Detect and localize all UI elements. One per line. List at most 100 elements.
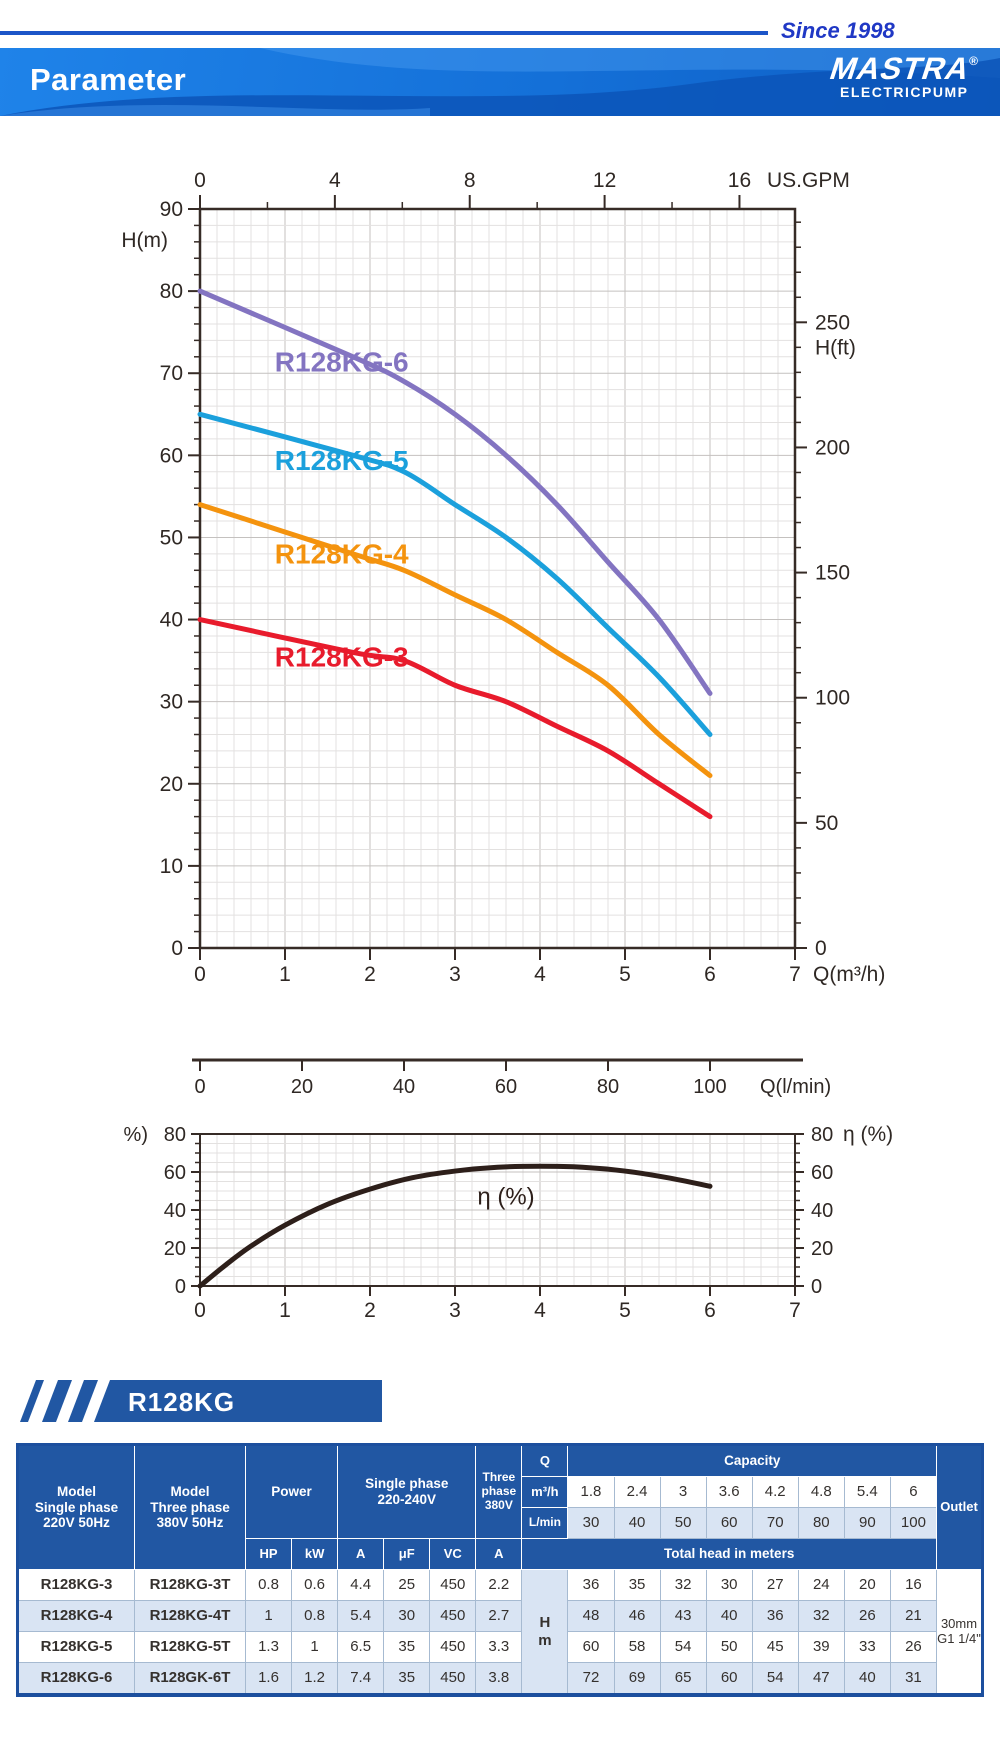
sub-header-3: μF <box>383 1538 431 1570</box>
cell-value: 30 <box>383 1600 431 1632</box>
cell-value: 4.4 <box>337 1569 385 1601</box>
sub-header-0: HP <box>244 1538 293 1570</box>
cell-model-single: R128KG-3 <box>17 1569 135 1601</box>
top-axis-tick-label: 0 <box>194 169 206 192</box>
cell-head: 35 <box>613 1569 661 1601</box>
efficiency-annotation: η (%) <box>477 1183 534 1210</box>
m3h-row: m³/h 1.8 2.4 3 3.6 4.2 4.8 5.4 6 <box>18 1476 983 1508</box>
x-axis-tick-label: 5 <box>619 963 631 986</box>
cell-head: 48 <box>567 1600 615 1632</box>
curve-R128KG-3 <box>197 617 713 820</box>
banner-waves <box>0 48 1000 116</box>
y-axis-tick-label: 70 <box>160 362 183 385</box>
m3h-value: 1.8 <box>567 1476 615 1508</box>
y-axis-tick-label: 50 <box>160 526 183 549</box>
cell-head: 47 <box>797 1662 845 1696</box>
cell-model-three: R128GK-6T <box>134 1662 246 1696</box>
model-banner <box>20 1380 382 1422</box>
lmin-tick-label: 80 <box>597 1076 619 1098</box>
top-axis-tick-label: 4 <box>329 169 341 192</box>
lmin-tick-label: 0 <box>194 1076 205 1098</box>
cell-head: 20 <box>843 1569 891 1601</box>
cell-head: 60 <box>567 1631 615 1663</box>
cell-value: 3.3 <box>475 1631 523 1663</box>
top-axis-tick-label: 8 <box>464 169 476 192</box>
data-row-R128KG-6: R128KG-6 R128GK-6T 1.6 1.2 7.4 35 450 3.8 72 69 65… <box>17 1662 983 1696</box>
cell-head: 27 <box>751 1569 799 1601</box>
col-header-q: Q <box>521 1444 569 1477</box>
cell-head: 33 <box>843 1631 891 1663</box>
cell-head: 60 <box>705 1662 753 1696</box>
right-axis-tick-label: 250 <box>815 311 850 334</box>
cell-head: 72 <box>567 1662 615 1696</box>
right-axis-title: H(ft) <box>815 336 856 359</box>
x-axis-title: Q(m³/h) <box>813 963 885 986</box>
col-header-capacity: Capacity <box>567 1444 937 1477</box>
cell-head: 36 <box>567 1569 615 1601</box>
right-axis-tick-label: 200 <box>815 436 850 459</box>
cell-value: 450 <box>429 1600 477 1632</box>
cell-outlet: 30mm G1 1/4" <box>936 1569 983 1696</box>
right-axis-tick-label: 0 <box>815 937 827 960</box>
lmin-tick-label: 60 <box>495 1076 517 1098</box>
top-axis-title: US.GPM <box>767 169 850 192</box>
eff-y-tick-label: 20 <box>164 1238 186 1260</box>
cell-value: 5.4 <box>337 1600 385 1632</box>
x-axis-tick-label: 0 <box>194 963 206 986</box>
y-axis-tick-label: 30 <box>160 691 183 714</box>
eff-right-axis-title: η (%) <box>843 1123 893 1146</box>
cell-head: 36 <box>751 1600 799 1632</box>
cell-value: 35 <box>383 1662 431 1696</box>
eff-x-tick-label: 4 <box>534 1299 546 1322</box>
total-head-label: Total head in meters <box>521 1538 937 1570</box>
cell-value: 450 <box>429 1569 477 1601</box>
col-header-model-three: Model Three phase 380V 50Hz <box>134 1444 246 1570</box>
y-axis-tick-label: 40 <box>160 609 183 632</box>
curve-R128KG-4 <box>197 502 713 779</box>
cell-value: 1 <box>244 1600 293 1632</box>
m3h-value: 3 <box>659 1476 707 1508</box>
page-title: Parameter <box>30 62 187 97</box>
model-banner-text: R128KG <box>128 1387 236 1417</box>
m3h-value: 3.6 <box>705 1476 753 1508</box>
cell-model-three: R128KG-5T <box>134 1631 246 1663</box>
lmin-value: 60 <box>705 1507 753 1539</box>
eff-x-tick-label: 6 <box>704 1299 716 1322</box>
curve-R128KG-6 <box>197 288 713 696</box>
registered-mark-icon: ® <box>969 54 978 68</box>
eff-y-tick-label: 60 <box>164 1162 186 1184</box>
cell-head: 21 <box>889 1600 938 1632</box>
col-header-model-single: Model Single phase 220V 50Hz <box>17 1444 135 1570</box>
eff-y2-tick-label: 0 <box>811 1276 822 1298</box>
cell-head: 16 <box>889 1569 938 1601</box>
eff-x-tick-label: 7 <box>789 1299 801 1322</box>
m3h-value: 4.2 <box>751 1476 799 1508</box>
col-header-single-phase: Single phase 220-240V <box>337 1444 477 1539</box>
cell-value: 1.6 <box>244 1662 293 1696</box>
cell-head: 39 <box>797 1631 845 1663</box>
col-header-outlet: Outlet <box>936 1444 983 1570</box>
lmin-value: 90 <box>843 1507 891 1539</box>
right-axis-tick-label: 50 <box>815 812 838 835</box>
cell-value: 3.8 <box>475 1662 523 1696</box>
spec-table: Model Single phase 220V 50Hz Model Three pha… <box>16 1443 984 1697</box>
eff-x-tick-label: 0 <box>194 1299 206 1322</box>
eff-y2-tick-label: 60 <box>811 1162 833 1184</box>
cell-head: 24 <box>797 1569 845 1601</box>
right-axis-tick-label: 150 <box>815 562 850 585</box>
spec-table-wrap: Model Single phase 220V 50Hz Model Three pha… <box>16 1443 984 1697</box>
lmin-tick-label: 20 <box>291 1076 313 1098</box>
since-rule <box>0 31 768 35</box>
x-axis-tick-label: 4 <box>534 963 546 986</box>
cell-value: 450 <box>429 1631 477 1663</box>
cell-head: 32 <box>797 1600 845 1632</box>
y-axis-tick-label: 90 <box>160 198 183 221</box>
main-plot-border <box>198 207 797 950</box>
cell-head: 45 <box>751 1631 799 1663</box>
lmin-tick-label: 40 <box>393 1076 415 1098</box>
cell-head: 54 <box>751 1662 799 1696</box>
curve-label-R128KG-5: R128KG-5 <box>275 445 409 476</box>
eff-y2-tick-label: 80 <box>811 1124 833 1146</box>
lmin-axis-title: Q(l/min) <box>760 1076 831 1098</box>
